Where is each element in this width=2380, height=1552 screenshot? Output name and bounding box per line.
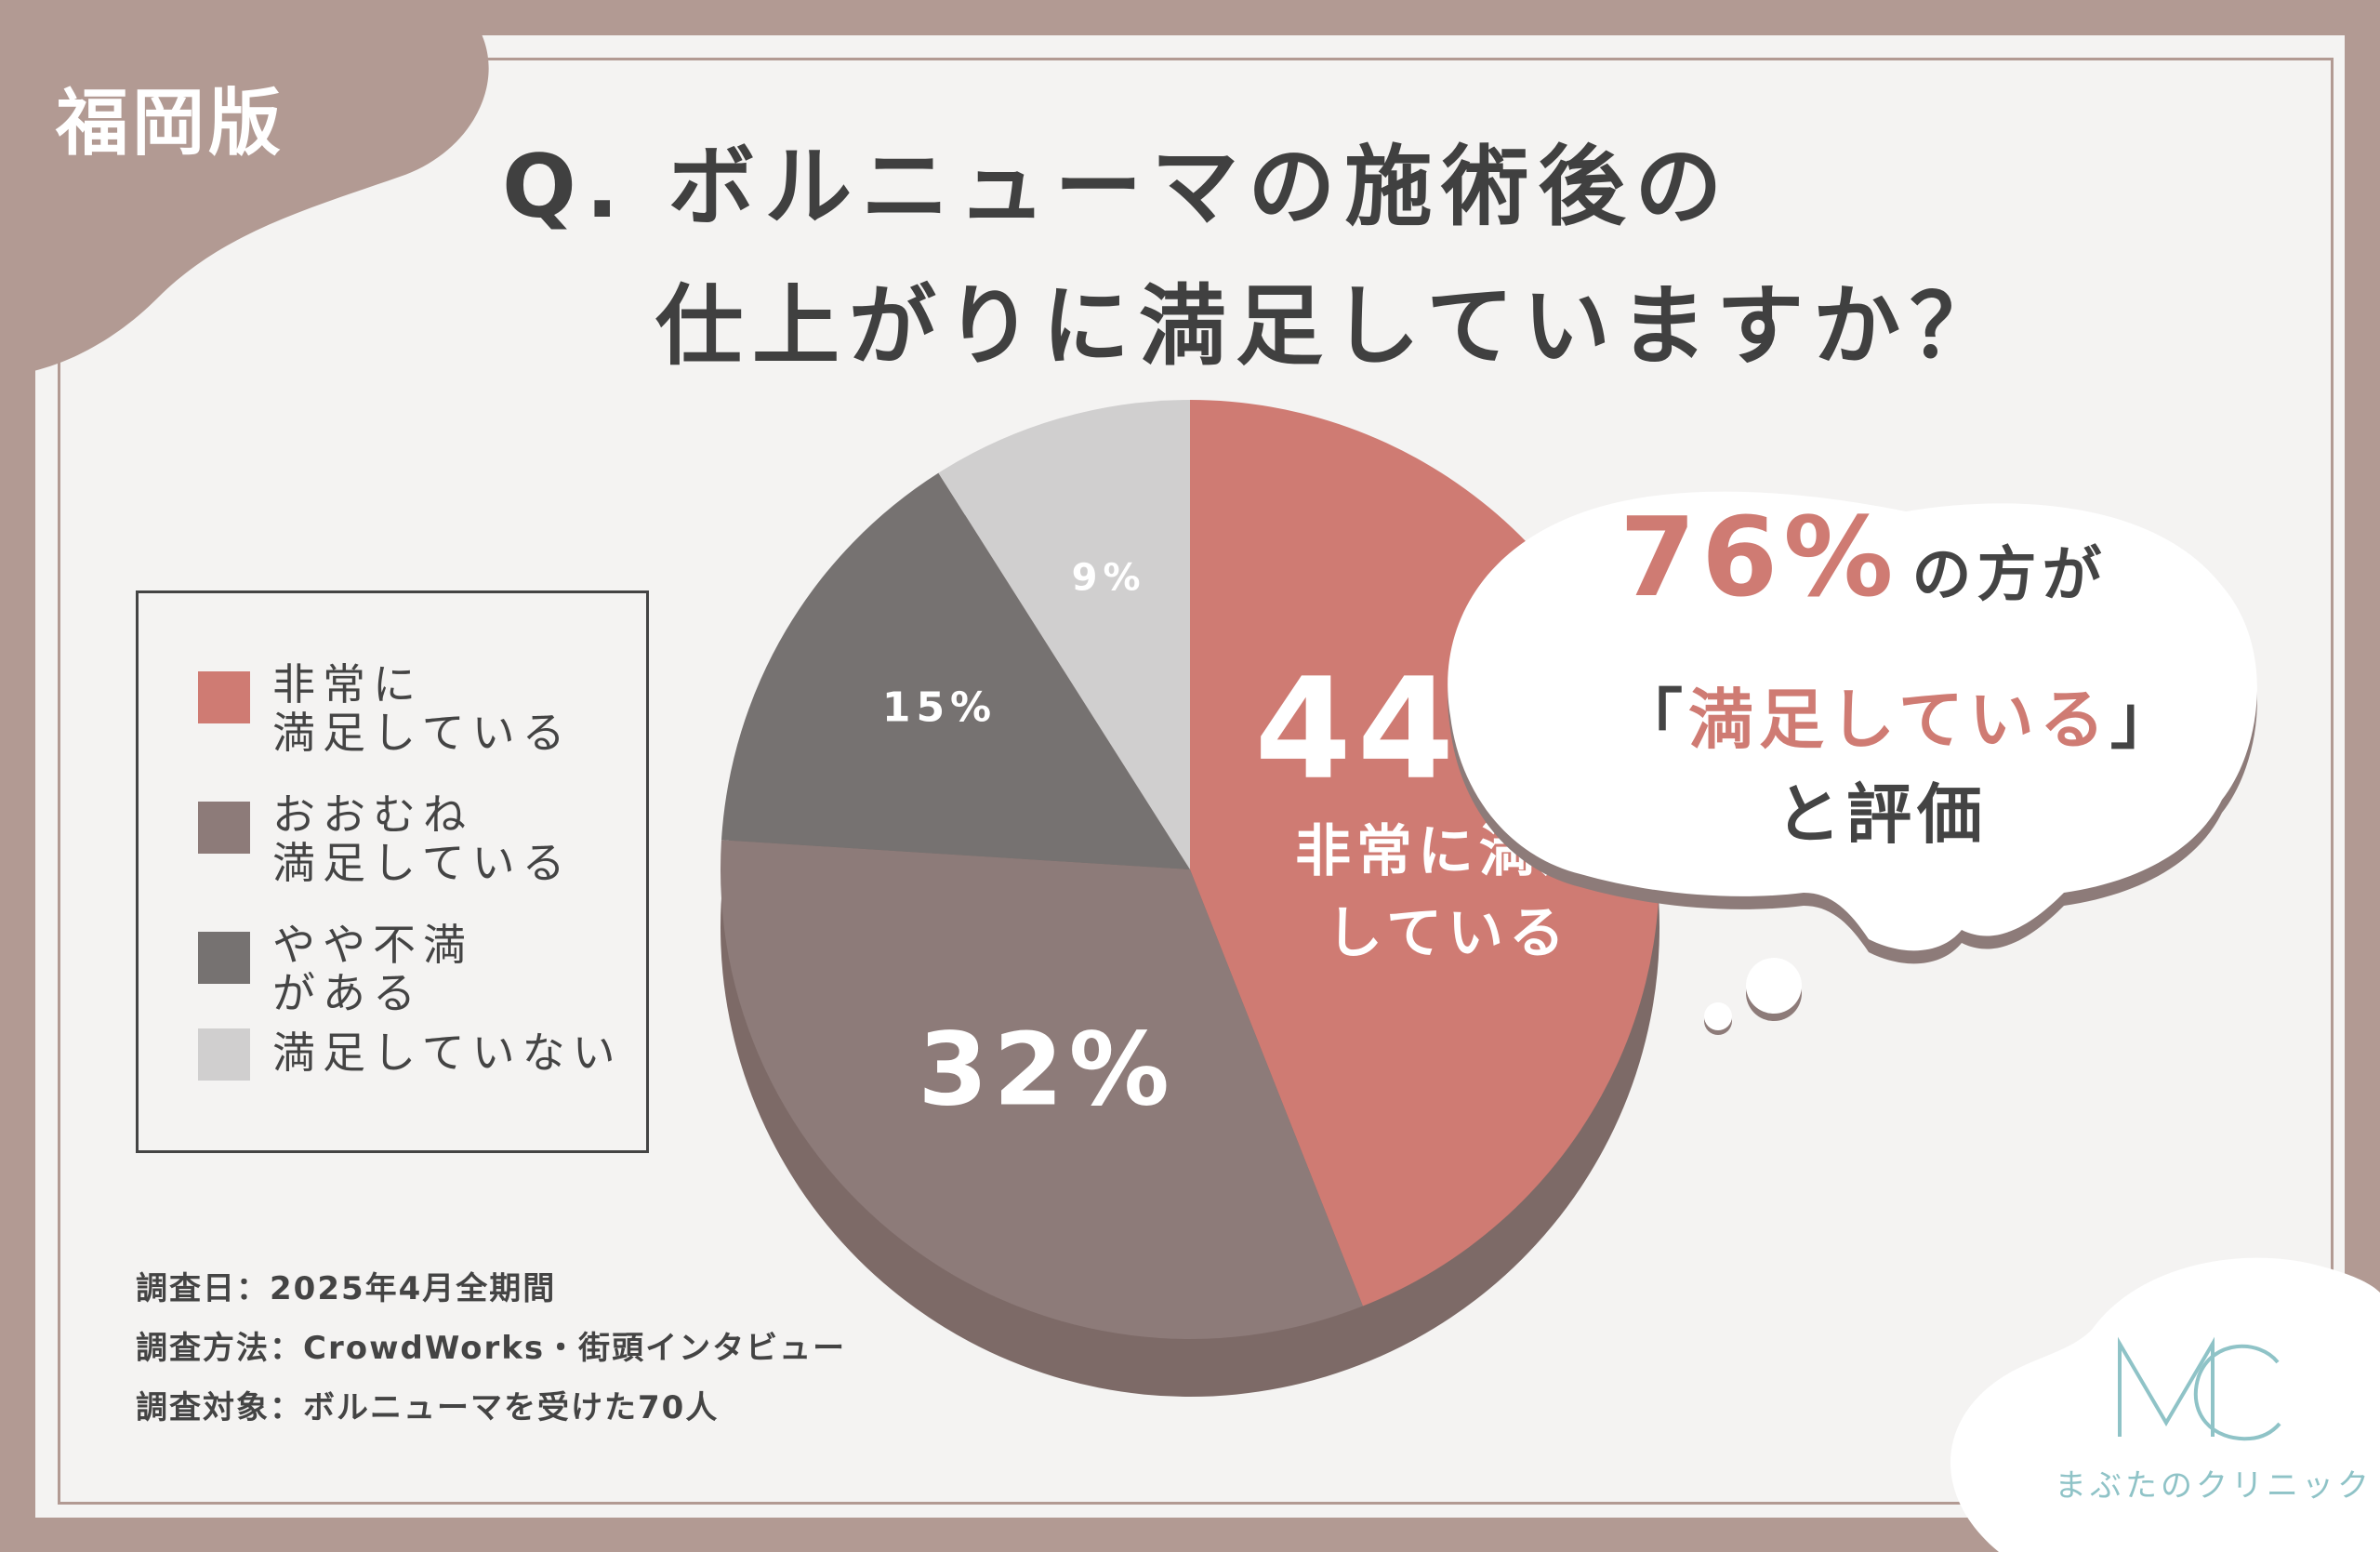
legend-label: やや不満 がある [272, 920, 473, 1018]
pie-slice [938, 400, 1190, 869]
callout-line-2: 「満足している」 [1618, 668, 2181, 762]
logo-background [1950, 1257, 2380, 1552]
region-tag: 福岡版 [56, 82, 285, 166]
title-line-2: 仕上がりに満足していますか？ [655, 276, 2007, 378]
callout-percent: 76% [1620, 493, 1899, 621]
pie-slice [721, 840, 1363, 1339]
title-line-1: Q. ボルニューマの施術後の [502, 137, 1732, 238]
legend-swatch [198, 671, 250, 723]
pie-value-label: 15% [882, 684, 997, 732]
legend-label: 非常に 満足している [272, 659, 573, 758]
pie-slice [721, 472, 1190, 869]
callout-suffix: の方が [1911, 541, 2108, 610]
callout-quote: 満足している [1688, 682, 2110, 758]
survey-method: 調査方法：CrowdWorks・街頭インタビュー [136, 1330, 847, 1367]
inner-frame [58, 58, 2334, 1505]
callout-quote-close: 」 [2109, 682, 2181, 758]
legend-label: 満足していない [272, 1028, 623, 1078]
legend-swatch [198, 802, 250, 854]
pie-detail-label: している [1327, 901, 1570, 966]
logo-mark-text: MC [2110, 1334, 2112, 1335]
pie-value-label: 32% [918, 1012, 1175, 1128]
legend-swatch [198, 932, 250, 984]
corner-decoration [0, 0, 489, 377]
callout-quote-open: 「 [1618, 682, 1688, 758]
legend-label: おおむね 満足している [272, 789, 573, 888]
legend: 非常に 満足している おおむね 満足している やや不満 がある 満足していない [136, 590, 649, 1153]
logo-mark: MC [2110, 1334, 2281, 1441]
legend-swatch [198, 1028, 250, 1081]
logo-name: まぶたのクリニック [2055, 1467, 2373, 1505]
callout-line-3: と評価 [1776, 776, 1988, 853]
pie-value-label: 9% [1072, 556, 1146, 599]
callout-line-1: 76% の方が [1620, 493, 2107, 621]
thought-bubble [1448, 491, 2257, 1035]
survey-date: 調査日：2025年4月全期間 [136, 1270, 557, 1307]
survey-subjects: 調査対象：ボルニューマを受けた70人 [136, 1389, 720, 1426]
